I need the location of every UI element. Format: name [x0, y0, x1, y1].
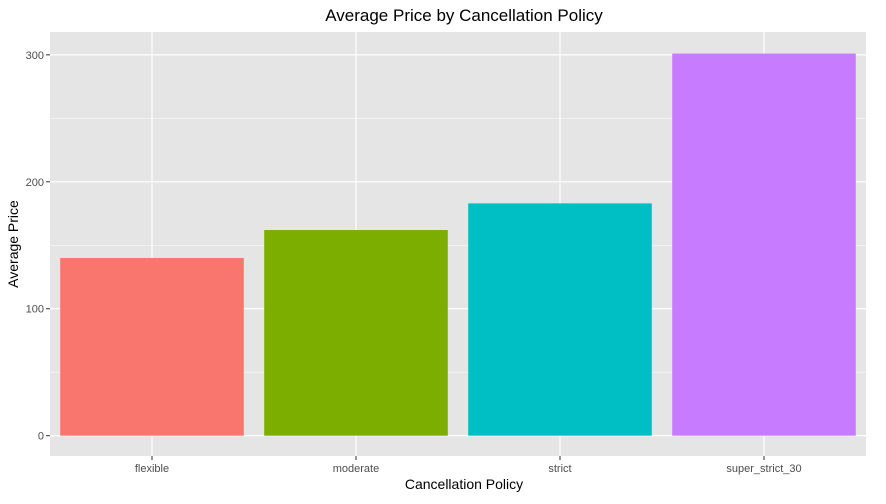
y-axis-title: Average Price	[5, 200, 21, 288]
x-axis-title: Cancellation Policy	[405, 476, 523, 492]
y-axis: 0 100 200 300	[26, 50, 50, 443]
x-tick-label: strict	[548, 463, 571, 475]
x-tick-label: moderate	[333, 463, 379, 475]
y-tick-label: 300	[26, 50, 44, 62]
x-tick-label: super_strict_30	[726, 463, 801, 475]
bar-strict	[468, 203, 652, 436]
y-tick-label: 200	[26, 177, 44, 189]
x-tick-label: flexible	[135, 463, 169, 475]
x-axis: flexible moderate strict super_strict_30	[135, 456, 802, 475]
chart-title: Average Price by Cancellation Policy	[325, 6, 603, 25]
y-tick-label: 0	[38, 431, 44, 443]
bars-group	[60, 53, 856, 436]
bar-flexible	[60, 257, 244, 436]
bar-moderate	[264, 230, 448, 436]
bar-super_strict_30	[672, 53, 856, 436]
y-tick-label: 100	[26, 304, 44, 316]
